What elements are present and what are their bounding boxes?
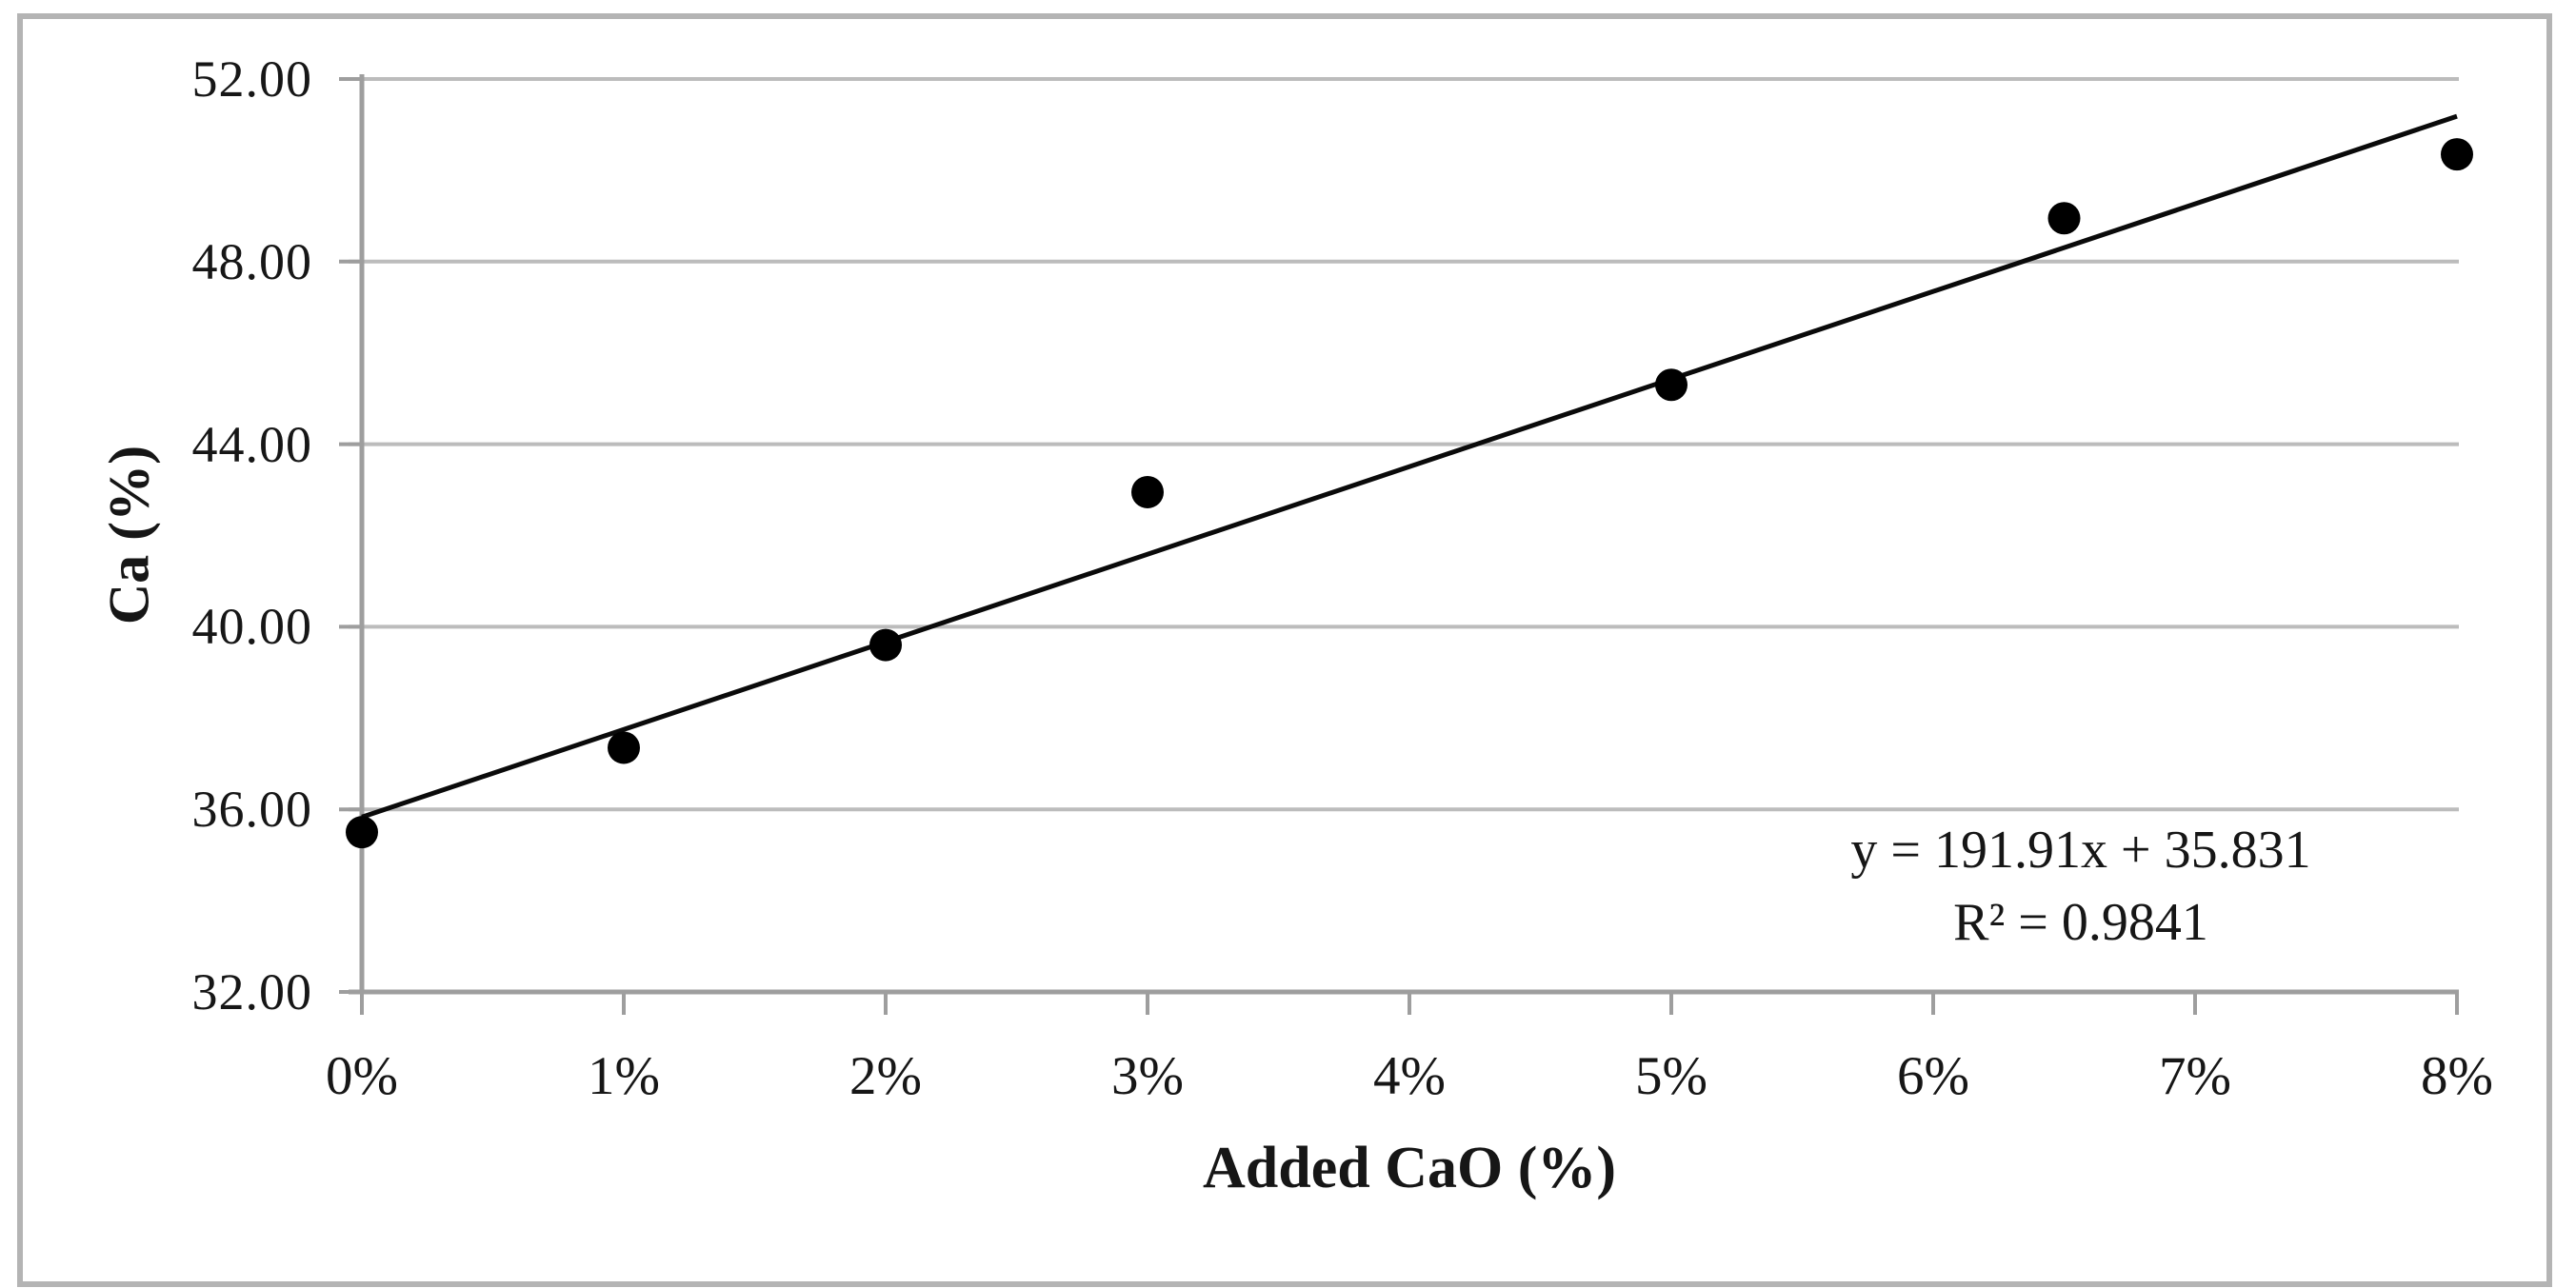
data-point (2441, 138, 2473, 171)
x-tick-label: 4% (1373, 1046, 1446, 1106)
y-tick-label: 48.00 (191, 232, 312, 290)
data-point (1131, 475, 1164, 508)
data-point (608, 731, 640, 764)
data-point (1655, 368, 1687, 402)
data-point (2047, 202, 2081, 235)
trendline (361, 113, 2458, 820)
data-point (346, 816, 378, 849)
trendline-equation: y = 191.91x + 35.831 (1850, 821, 2311, 880)
x-tick-label: 2% (849, 1046, 922, 1106)
x-tick-label: 7% (2159, 1046, 2231, 1106)
y-tick-label: 44.00 (191, 415, 312, 473)
x-tick-label: 1% (588, 1046, 660, 1106)
x-tick-label: 5% (1635, 1046, 1707, 1106)
trendline-equation-block: y = 191.91x + 35.831 R² = 0.9841 (1795, 814, 2366, 959)
y-tick-label: 36.00 (191, 781, 312, 839)
x-tick-label: 0% (326, 1046, 398, 1106)
x-tick-label: 6% (1897, 1046, 1969, 1106)
x-tick-label: 3% (1111, 1046, 1184, 1106)
y-tick-label: 32.00 (191, 963, 312, 1020)
y-tick-label: 52.00 (191, 50, 312, 108)
y-tick-label: 40.00 (191, 598, 312, 656)
x-axis-title: Added CaO (%) (1202, 1136, 1617, 1200)
data-point (869, 628, 902, 662)
y-axis-title: Ca (%) (97, 445, 161, 625)
x-tick-label: 8% (2421, 1046, 2493, 1106)
trendline-r-squared: R² = 0.9841 (1953, 893, 2208, 952)
